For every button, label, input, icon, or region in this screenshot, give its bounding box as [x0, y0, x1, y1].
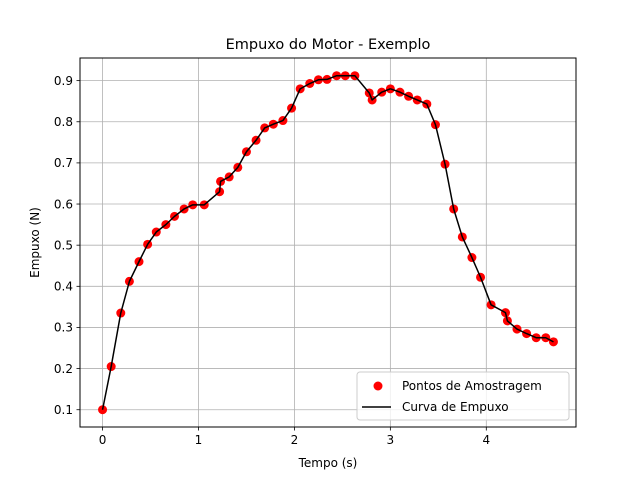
chart-title: Empuxo do Motor - Exemplo [226, 37, 431, 53]
thrust-curve-line [101, 74, 554, 410]
sample-point [98, 405, 108, 415]
legend: Pontos de Amostragem Curva de Empuxo [356, 371, 570, 421]
sample-point [548, 337, 558, 347]
y-tick-label: 0.3 [54, 321, 73, 335]
legend-scatter-marker [373, 381, 383, 391]
y-tick-label: 0.7 [54, 156, 73, 170]
y-tick-label: 0.2 [54, 362, 73, 376]
x-tick-label: 4 [482, 433, 490, 447]
y-tick-label: 0.6 [54, 197, 73, 211]
y-tick-label: 0.5 [54, 238, 73, 252]
x-tick-label: 0 [99, 433, 107, 447]
y-tick-label: 0.8 [54, 115, 73, 129]
y-tick-label: 0.1 [54, 403, 73, 417]
legend-label-scatter: Pontos de Amostragem [402, 379, 542, 393]
legend-box [356, 371, 570, 421]
y-tick-label: 0.9 [54, 74, 73, 88]
y-axis-title: Empuxo (N) [28, 207, 42, 278]
x-tick-label: 3 [387, 433, 395, 447]
x-axis-title: Tempo (s) [298, 456, 358, 470]
line-series-layer [101, 74, 554, 410]
x-tick-label: 1 [195, 433, 203, 447]
axis-ticks: 0 1 2 3 4 0.1 0.2 0.3 0.4 0.5 0.6 0.7 0.8 0.9 [54, 74, 490, 447]
plot-frame [79, 57, 577, 428]
x-tick-label: 2 [291, 433, 299, 447]
y-tick-label: 0.4 [54, 280, 73, 294]
legend-label-line: Curva de Empuxo [402, 400, 509, 414]
